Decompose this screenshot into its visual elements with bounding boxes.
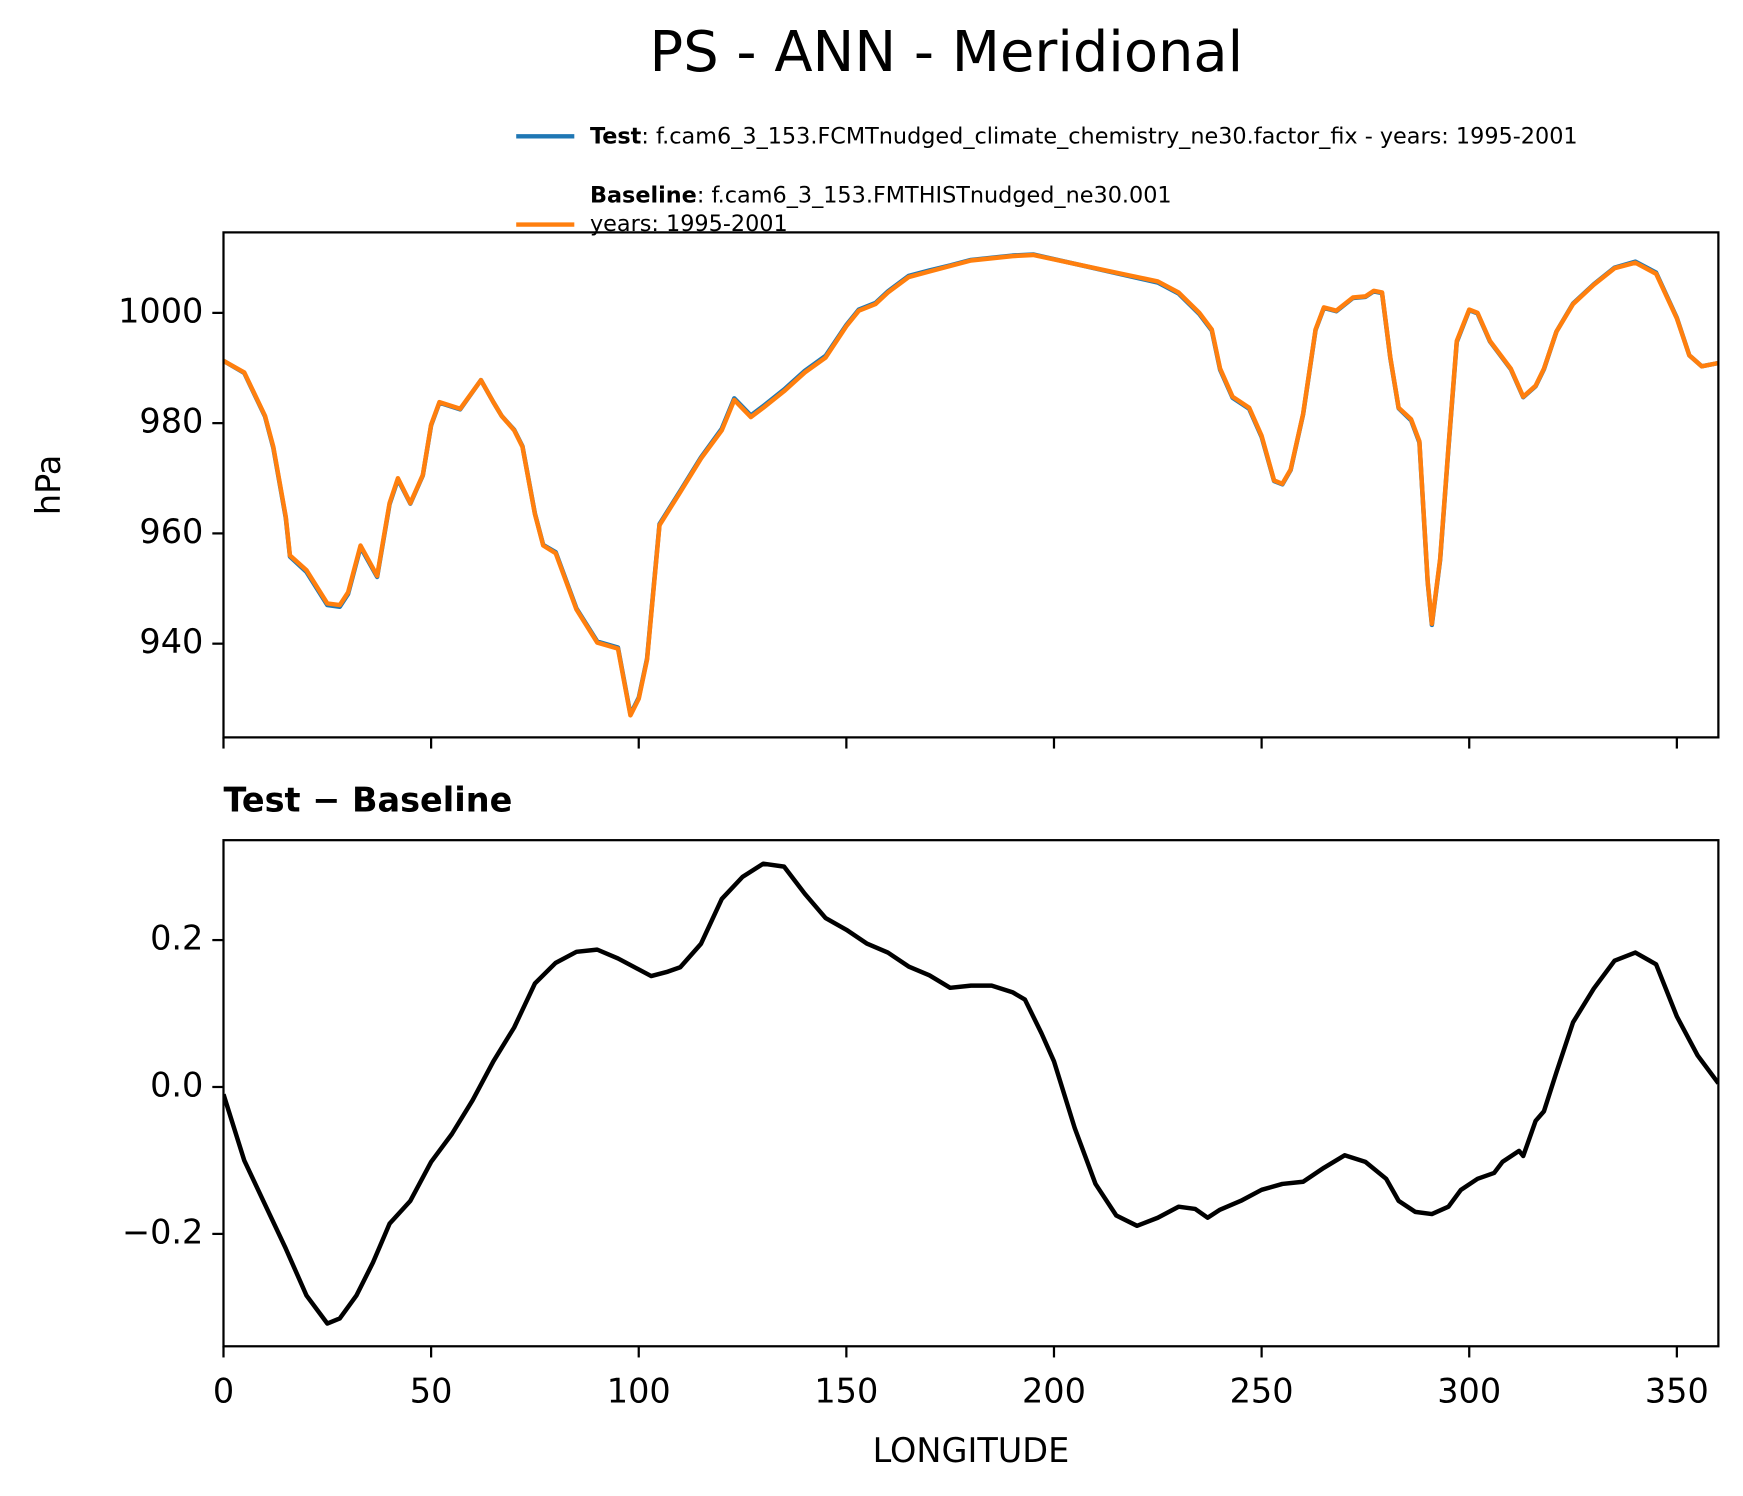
y-axis-label: hPa [29,455,68,515]
legend-label: Baseline: f.cam6_3_153.FMTHISTnudged_ne3… [590,182,1172,208]
x-tick-label: 200 [1022,1372,1086,1411]
y-tick-label: 960 [139,512,203,551]
x-axis-label: LONGITUDE [873,1431,1070,1470]
series-line [223,252,1719,718]
legend-description: : f.cam6_3_153.FMTHISTnudged_ne30.001 [697,182,1172,208]
figure-title: PS - ANN - Meridional [650,20,1244,85]
x-tick-label: 250 [1230,1372,1294,1411]
series-line [223,861,1719,1326]
axes-title: Test − Baseline [223,781,512,820]
legend-label: Test: f.cam6_3_153.FCMTnudged_climate_ch… [590,123,1578,149]
y-tick-label: 940 [139,622,203,661]
x-tick-label: 100 [607,1372,671,1411]
axes-frame [222,231,1720,739]
legend-name: Baseline [590,182,697,208]
y-tick-label: 1000 [118,291,203,330]
x-tick-label: 350 [1645,1372,1709,1411]
x-tick-label: 50 [410,1372,453,1411]
legend-description: : f.cam6_3_153.FCMTnudged_climate_chemis… [641,123,1577,149]
x-tick-label: 150 [814,1372,878,1411]
y-tick-label: 980 [139,402,203,441]
x-tick-label: 300 [1437,1372,1501,1411]
legend-name: Test [590,123,642,149]
y-tick-label: 0.2 [150,919,203,958]
legend-description: years: 1995-2001 [590,211,788,237]
y-tick-label: 0.0 [150,1065,203,1104]
x-tick-label: 0 [213,1372,234,1411]
axes-frame [222,839,1720,1348]
y-tick-label: −0.2 [122,1212,203,1251]
